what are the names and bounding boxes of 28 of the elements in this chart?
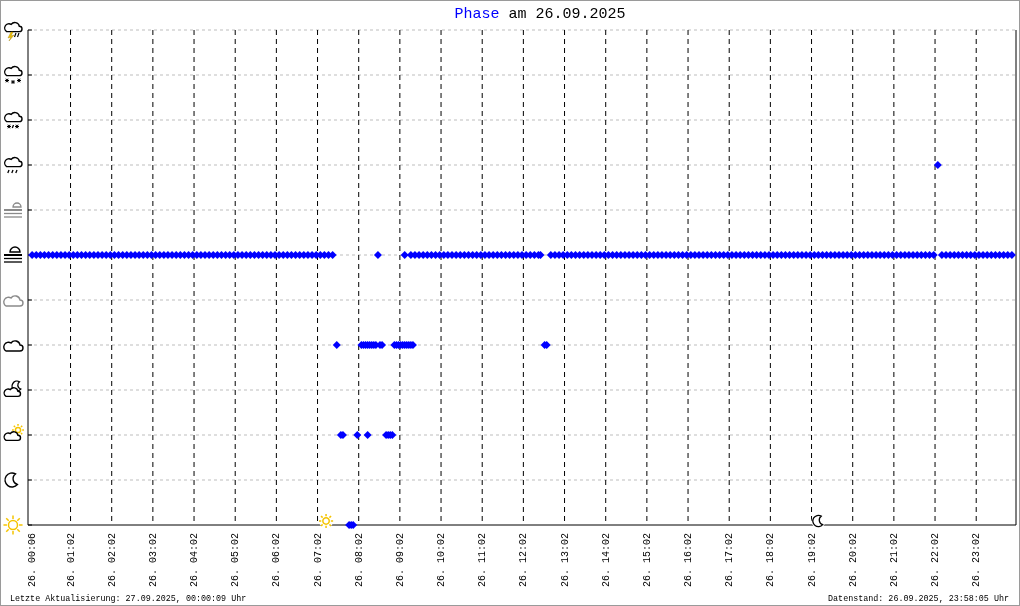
x-tick-label: 26. 00:06 — [26, 533, 38, 588]
chart-title: am 26.09.2025 — [508, 6, 626, 23]
x-tick-label: 26. 08:02 — [353, 533, 365, 588]
x-tick-label: 26. 04:02 — [188, 533, 200, 588]
x-tick-label: 26. 11:02 — [476, 533, 488, 588]
x-tick-label: 26. 16:02 — [682, 533, 694, 588]
x-tick-label: 26. 07:02 — [312, 533, 324, 588]
x-tick-label: 26. 01:02 — [65, 533, 77, 588]
x-tick-label: 26. 22:02 — [929, 533, 941, 588]
x-tick-label: 26. 09:02 — [394, 533, 406, 588]
x-tick-label: 26. 20:02 — [847, 533, 859, 588]
x-tick-label: 26. 06:02 — [270, 533, 282, 588]
x-tick-label: 26. 12:02 — [517, 533, 529, 588]
x-tick-label: 26. 23:02 — [970, 533, 982, 588]
x-tick-label: 26. 05:02 — [229, 533, 241, 588]
x-tick-label: 26. 13:02 — [559, 533, 571, 588]
x-tick-label: 26. 02:02 — [106, 533, 118, 588]
x-tick-label: 26. 15:02 — [641, 533, 653, 588]
text: Datenstand: 26.09.2025, 23:58:05 Uhr — [828, 594, 1009, 604]
x-tick-label: 26. 10:02 — [435, 533, 447, 588]
text: Letzte Aktualisierung: 27.09.2025, 00:00:09 Uhr — [10, 594, 247, 604]
x-tick-label: 26. 21:02 — [888, 533, 900, 588]
x-tick-label: 26. 03:02 — [147, 533, 159, 588]
text: Phase — [454, 6, 509, 23]
x-tick-label: 26. 18:02 — [764, 533, 776, 588]
x-tick-label: 26. 14:02 — [600, 533, 612, 588]
x-tick-label: 26. 19:02 — [806, 533, 818, 588]
x-tick-label: 26. 17:02 — [723, 533, 735, 588]
